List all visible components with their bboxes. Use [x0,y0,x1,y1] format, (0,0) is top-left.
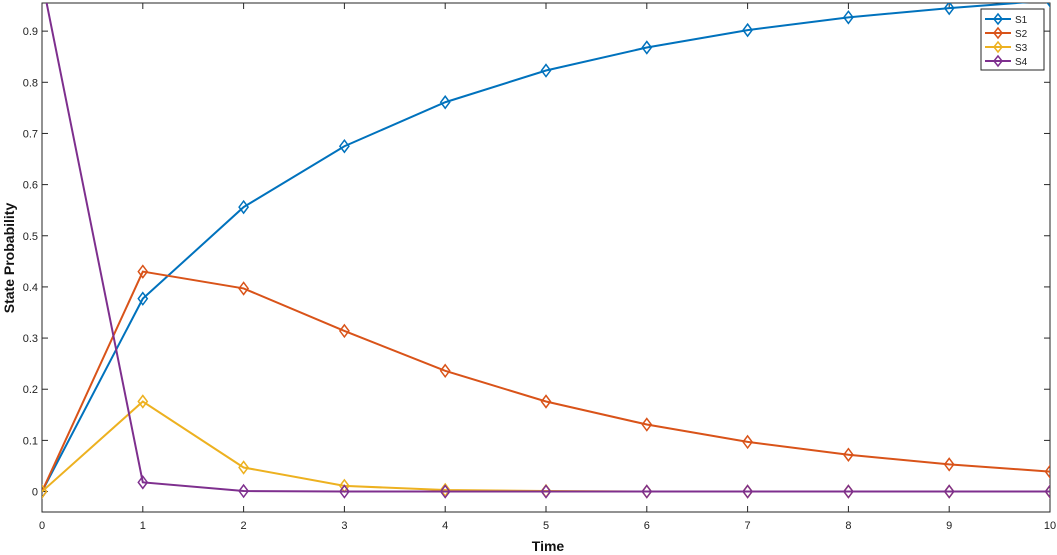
data-point-s1 [238,199,250,215]
legend-item-s3: S3 [985,40,1028,54]
x-tick-label: 9 [946,520,952,532]
data-point-s4 [641,484,653,499]
y-tick-label: 0.8 [23,77,38,89]
data-point-s4 [137,475,149,490]
data-point-s1 [540,63,552,78]
x-tick-label: 7 [745,520,751,532]
x-tick-label: 6 [644,520,650,532]
data-point-s3 [137,394,149,409]
data-point-s4 [943,484,955,499]
axes-box [41,2,1051,513]
x-axis-ticks: 0 1 2 3 4 5 6 7 8 9 10 [39,3,1056,532]
legend-swatch-marker [993,26,1003,40]
series-line-s1 [42,3,1030,493]
data-point-s4 [842,484,854,499]
series-line-s4 [45,3,1050,493]
data-point-s4 [1044,484,1050,499]
data-point-s1 [742,22,754,38]
data-point-s2 [1044,464,1050,479]
data-point-s2 [540,394,552,409]
legend-item-s1: S1 [985,12,1028,26]
data-point-s2 [943,457,955,472]
series-line-s2 [42,270,1050,492]
data-point-s4 [238,483,250,499]
series-layer [42,3,1050,499]
data-point-s4 [439,484,451,499]
legend-label: S4 [1015,57,1028,68]
series-s1 [42,3,1050,499]
legend-label: S1 [1015,15,1028,26]
data-point-s2 [338,323,350,339]
x-axis-label: Time [532,538,565,554]
data-point-s2 [238,281,250,296]
y-tick-label: 0.5 [23,231,38,243]
data-point-s3 [439,482,451,498]
data-point-s2 [842,447,854,462]
x-tick-label: 2 [241,520,247,532]
legend-swatch-marker [993,54,1003,68]
y-tick-label: 0.2 [23,384,38,396]
legend-swatch-marker [993,12,1003,26]
legend: S1 S2 S3 S4 [980,8,1045,71]
data-point-s1 [943,3,955,16]
legend-swatch-marker [993,40,1003,54]
x-tick-label: 4 [442,520,448,532]
series-s4 [45,3,1050,499]
y-tick-label: 0.3 [23,333,38,345]
y-tick-label: 0.1 [23,435,38,447]
x-tick-label: 0 [39,520,45,532]
data-point-s2 [742,434,754,450]
y-tick-label: 0.7 [23,128,38,140]
plot-area [41,2,1051,513]
legend-label: S2 [1015,29,1028,40]
y-axis-label: State Probability [1,203,17,314]
data-point-s1 [641,40,653,55]
x-tick-label: 3 [341,520,347,532]
data-point-s2 [641,417,653,432]
data-point-s4 [742,484,754,499]
data-point-s4 [540,484,552,499]
y-tick-label: 0.9 [23,26,38,38]
data-point-s1 [338,138,350,154]
x-tick-label: 8 [845,520,851,532]
data-point-s1 [137,291,149,306]
legend-label: S3 [1015,43,1028,54]
y-tick-label: 0 [32,487,38,499]
data-point-s1 [842,10,854,25]
data-point-s3 [42,484,48,499]
data-point-s4 [338,484,350,499]
legend-item-s2: S2 [985,26,1028,40]
y-axis-ticks: 0 0.1 0.2 0.3 0.4 0.5 0.6 0.7 0.8 0.9 [23,26,1050,499]
x-tick-label: 1 [140,520,146,532]
x-tick-label: 10 [1044,520,1056,532]
data-point-s1 [439,94,451,110]
y-tick-label: 0.6 [23,180,38,192]
data-point-s2 [439,363,451,379]
legend-item-s4: S4 [985,54,1028,68]
data-point-s2 [137,264,149,279]
data-point-s3 [238,460,250,475]
y-tick-label: 0.4 [23,282,38,294]
x-tick-label: 5 [543,520,549,532]
